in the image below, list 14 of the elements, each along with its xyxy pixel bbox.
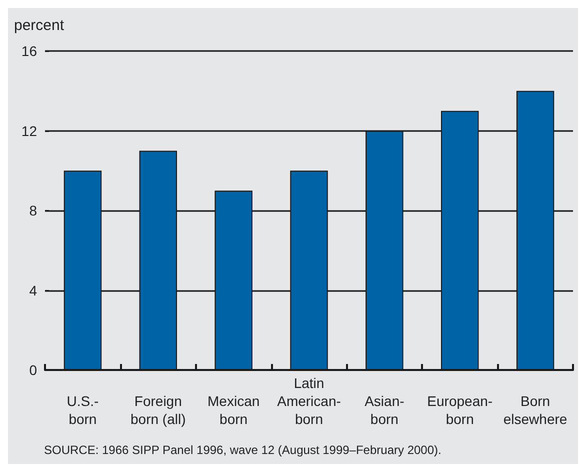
x-tick-label: Born elsewhere — [503, 393, 568, 427]
source-note: SOURCE: 1966 SIPP Panel 1996, wave 12 (August 1999–February 2000). — [44, 443, 442, 457]
x-tick-label: European- born — [427, 393, 493, 427]
y-tick-label: 8 — [29, 202, 38, 218]
x-tick-label: Mexican born — [208, 393, 260, 427]
y-tick-label: 12 — [21, 122, 38, 139]
x-tick-label: Asian- born — [364, 393, 405, 427]
x-tick-label: U.S.- born — [66, 393, 99, 427]
x-tick-label: Latin American- born — [277, 375, 342, 427]
y-tick-label: 4 — [29, 282, 38, 298]
y-tick-label: 16 — [21, 43, 38, 59]
x-tick-label: Foreign born (all) — [130, 393, 186, 427]
y-axis-title: percent — [14, 17, 65, 34]
y-tick-label: 0 — [29, 362, 38, 378]
